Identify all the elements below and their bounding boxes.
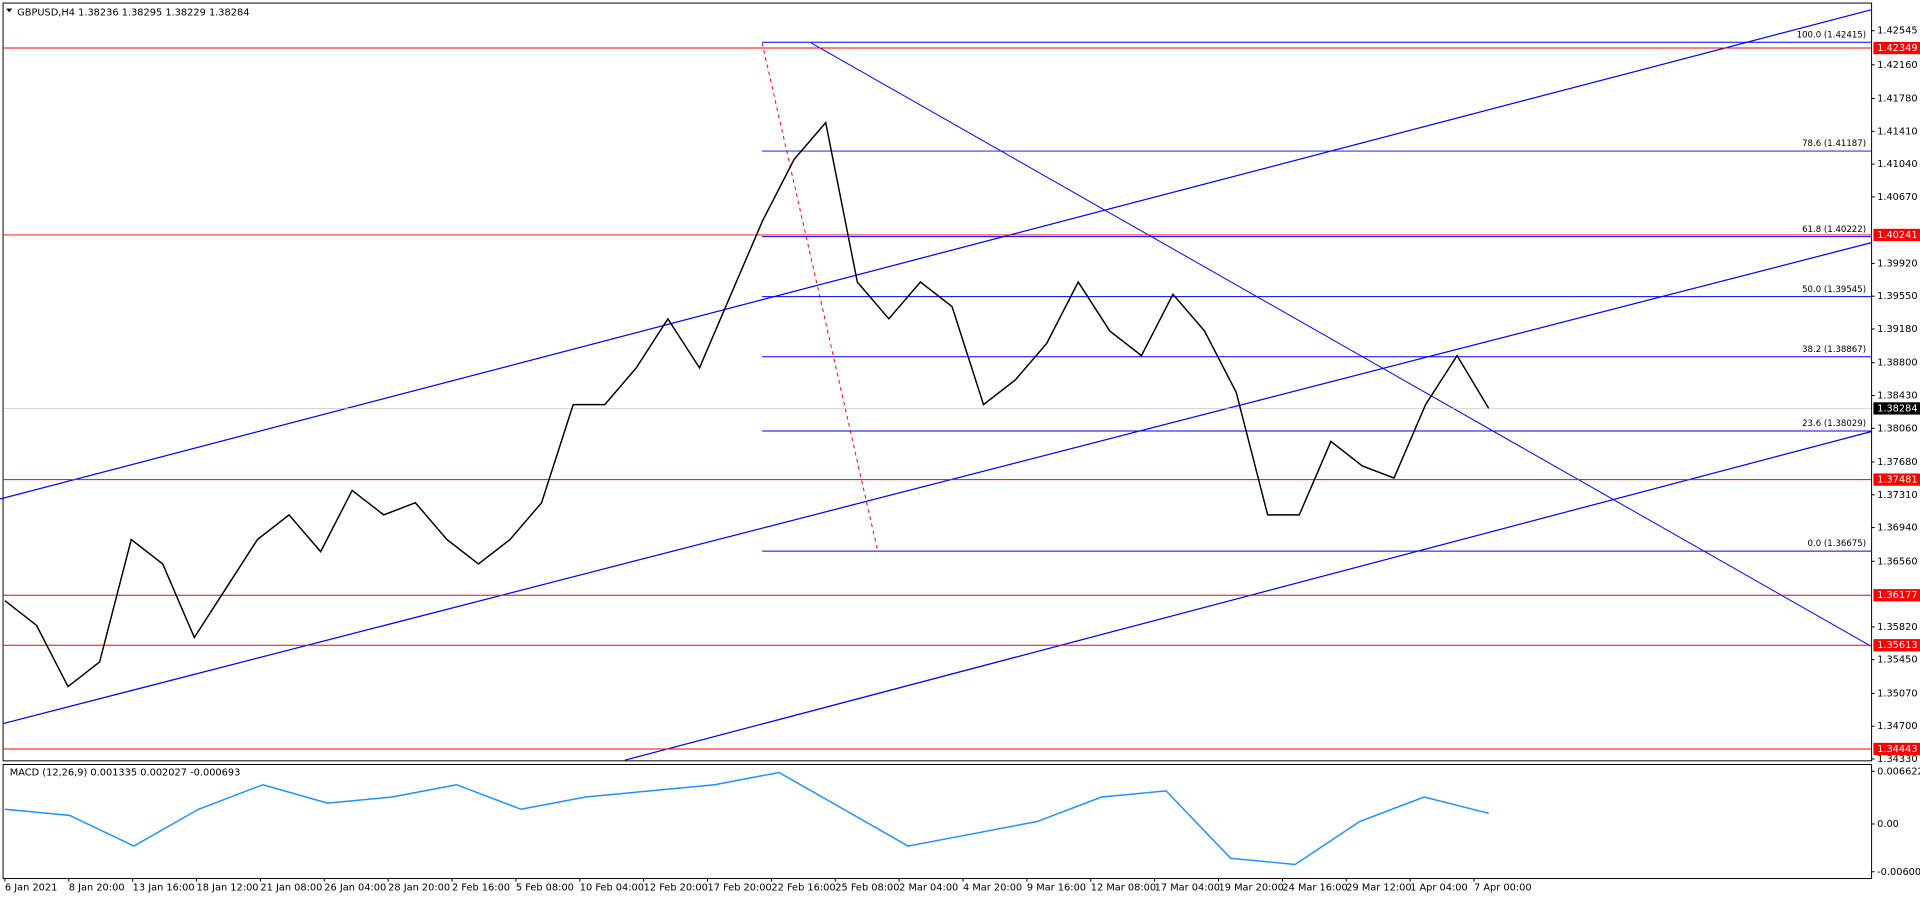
y-tick-label: 1.34330 bbox=[1877, 754, 1918, 765]
y-tick-label: 1.35070 bbox=[1877, 688, 1918, 699]
y-tick-label: 1.34700 bbox=[1877, 721, 1918, 732]
x-tick-label: 4 Mar 20:00 bbox=[963, 883, 1022, 894]
level-label: 1.34443 bbox=[1877, 744, 1918, 755]
main-panel bbox=[2, 2, 1873, 762]
macd-line bbox=[4, 771, 1489, 866]
x-tick-label: 22 Feb 16:00 bbox=[771, 883, 835, 894]
x-tick-label: 1 Apr 04:00 bbox=[1410, 883, 1468, 894]
x-tick-label: 2 Mar 04:00 bbox=[899, 883, 958, 894]
level-tag bbox=[1873, 41, 1920, 55]
x-tick-label: 6 Jan 2021 bbox=[5, 883, 57, 894]
y-tick-label: 1.39920 bbox=[1877, 258, 1918, 269]
y-tick-label: 1.35450 bbox=[1877, 655, 1918, 666]
fib-label: 23.6 (1.38029) bbox=[1802, 419, 1866, 429]
macd-panel bbox=[2, 764, 1873, 880]
macd-title: MACD (12,26,9) 0.001335 0.002027 -0.0006… bbox=[10, 767, 241, 778]
y-tick-label: 1.41410 bbox=[1877, 126, 1918, 137]
level-tag bbox=[1873, 473, 1920, 486]
x-tick-label: 7 Apr 00:00 bbox=[1474, 883, 1532, 894]
level-label: 1.36177 bbox=[1877, 590, 1918, 601]
fib-label: 78.6 (1.41187) bbox=[1802, 139, 1866, 149]
current-price-tag bbox=[1873, 402, 1920, 415]
x-tick-label: 5 Feb 08:00 bbox=[516, 883, 574, 894]
trend-line bbox=[0, 9, 1872, 500]
fib-label: 38.2 (1.38867) bbox=[1802, 345, 1866, 355]
x-tick-label: 13 Jan 16:00 bbox=[133, 883, 195, 894]
fib-anchor-line bbox=[761, 42, 878, 550]
x-tick-label: 19 Mar 20:00 bbox=[1219, 883, 1284, 894]
x-tick-label: 18 Jan 12:00 bbox=[197, 883, 259, 894]
y-tick-label: 1.36940 bbox=[1877, 523, 1918, 534]
x-tick-label: 12 Feb 20:00 bbox=[644, 883, 708, 894]
level-tag bbox=[1873, 742, 1920, 756]
x-tick-label: 8 Jan 20:00 bbox=[69, 883, 125, 894]
y-tick-label: 1.35820 bbox=[1877, 622, 1918, 633]
y-tick-label: 1.37310 bbox=[1877, 490, 1918, 501]
level-tag bbox=[1873, 228, 1920, 242]
trend-line bbox=[624, 431, 1872, 761]
y-tick-label: 1.37680 bbox=[1877, 457, 1918, 468]
x-tick-label: 10 Feb 04:00 bbox=[580, 883, 644, 894]
y-tick-label: 1.36560 bbox=[1877, 556, 1918, 567]
x-tick-label: 17 Mar 04:00 bbox=[1155, 883, 1220, 894]
level-label: 1.42349 bbox=[1877, 43, 1918, 54]
y-tick-label: 1.41780 bbox=[1877, 93, 1918, 104]
x-tick-label: 17 Feb 20:00 bbox=[708, 883, 772, 894]
plot-layer: 1.42545 1.42160 1.41780 1.41410 1.41040 1.406… bbox=[3, 26, 1920, 894]
y-tick-label: 1.39550 bbox=[1877, 291, 1918, 302]
menu-arrow[interactable] bbox=[6, 8, 13, 13]
y-tick-label: 1.38430 bbox=[1877, 390, 1918, 401]
level-tag bbox=[1873, 639, 1920, 652]
y-tick-label: 0.00 bbox=[1877, 819, 1899, 830]
level-label: 1.40241 bbox=[1877, 230, 1918, 241]
y-tick-label: 1.40670 bbox=[1877, 192, 1918, 203]
current-price-label: 1.38284 bbox=[1877, 403, 1918, 414]
x-tick-label: 26 Jan 04:00 bbox=[324, 883, 386, 894]
y-tick-label: 0.006622 bbox=[1877, 766, 1920, 777]
level-label: 1.35613 bbox=[1877, 640, 1918, 651]
fib-label: 61.8 (1.40222) bbox=[1802, 225, 1866, 235]
fib-label: 50.0 (1.39545) bbox=[1802, 285, 1866, 295]
y-tick-label: 1.42160 bbox=[1877, 60, 1918, 71]
y-tick-label: 1.38800 bbox=[1877, 358, 1918, 369]
y-tick-label: 1.41040 bbox=[1877, 159, 1918, 170]
x-tick-label: 2 Feb 16:00 bbox=[452, 883, 510, 894]
x-tick-label: 12 Mar 08:00 bbox=[1091, 883, 1156, 894]
level-tag bbox=[1873, 589, 1920, 602]
trend-line bbox=[810, 42, 1872, 647]
fib-label: 0.0 (1.36675) bbox=[1808, 539, 1867, 549]
x-tick-label: 28 Jan 20:00 bbox=[388, 883, 450, 894]
y-tick-label: -0.006006 bbox=[1877, 867, 1920, 878]
x-tick-label: 24 Mar 16:00 bbox=[1282, 883, 1347, 894]
x-tick-label: 29 Mar 12:00 bbox=[1346, 883, 1411, 894]
x-tick-label: 25 Feb 08:00 bbox=[835, 883, 899, 894]
y-tick-label: 1.42545 bbox=[1877, 26, 1918, 37]
fib-label: 100.0 (1.42415) bbox=[1797, 30, 1866, 40]
x-tick-label: 9 Mar 16:00 bbox=[1027, 883, 1086, 894]
chart-title: GBPUSD,H4 1.38236 1.38295 1.38229 1.3828… bbox=[17, 7, 249, 18]
level-label: 1.37481 bbox=[1877, 475, 1918, 486]
x-tick-label: 21 Jan 08:00 bbox=[260, 883, 322, 894]
trend-line bbox=[3, 242, 1872, 725]
y-tick-label: 1.39180 bbox=[1877, 324, 1918, 335]
y-tick-label: 1.38060 bbox=[1877, 423, 1918, 434]
price-line bbox=[4, 120, 1490, 688]
